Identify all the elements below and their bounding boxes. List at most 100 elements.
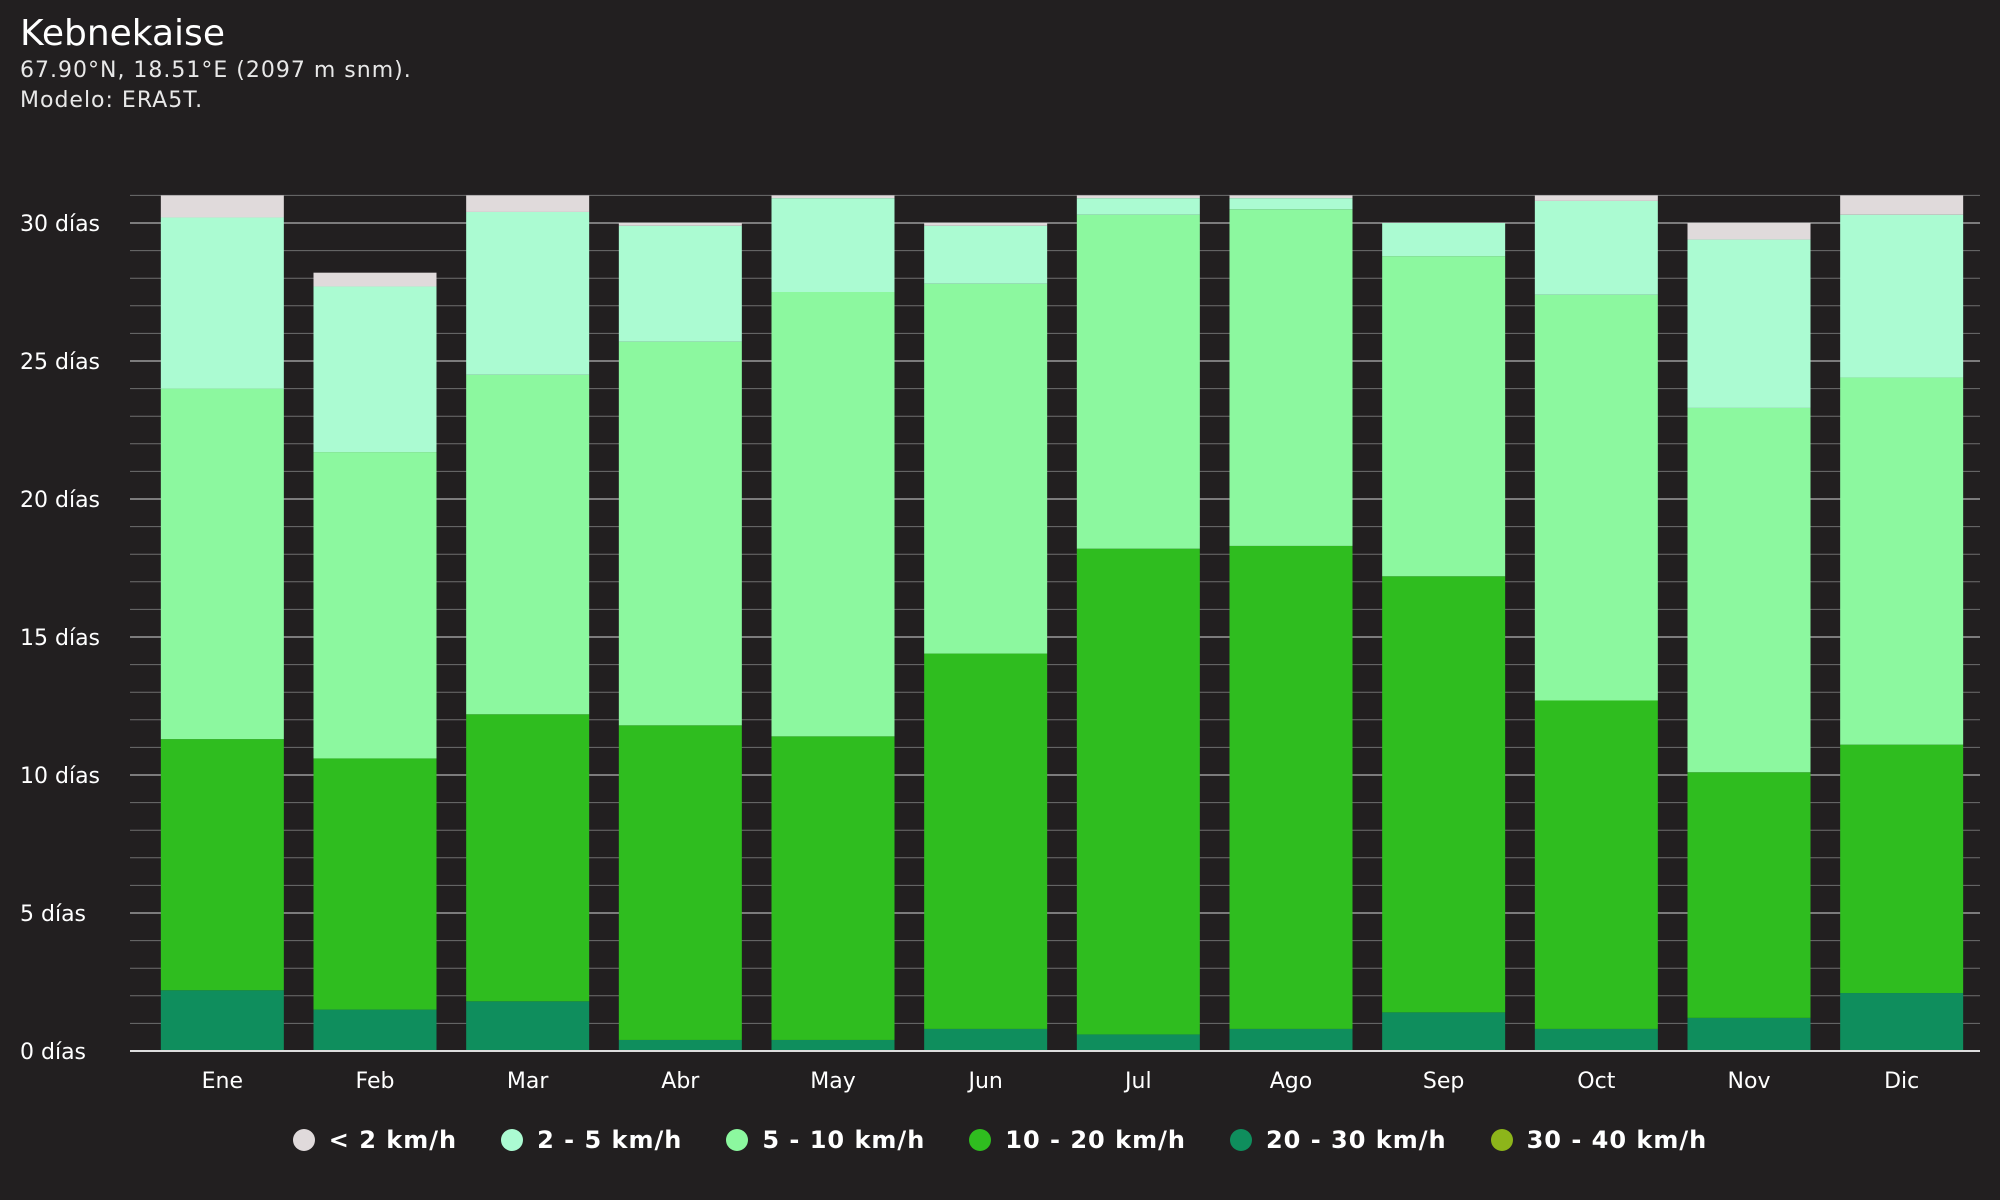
bar-segment [313, 452, 437, 759]
bar-segment [1382, 223, 1506, 257]
bar-segment [466, 195, 590, 212]
bar-segment [924, 223, 1048, 226]
bar-segment [771, 292, 895, 737]
x-tick-label: Sep [1423, 1069, 1464, 1094]
legend-label: 5 - 10 km/h [762, 1126, 926, 1154]
bar-segment [618, 223, 742, 226]
bar-segment [160, 990, 284, 1051]
chart-header: Kebnekaise 67.90°N, 18.51°E (2097 m snm)… [20, 12, 412, 116]
bar-segment [1229, 209, 1353, 546]
bar-segment [1076, 1034, 1200, 1051]
x-tick-label: Nov [1728, 1069, 1771, 1094]
y-tick-label: 30 días [20, 212, 100, 237]
legend-swatch [969, 1129, 992, 1151]
bar-segment [1840, 744, 1964, 994]
legend-swatch [1490, 1129, 1513, 1151]
y-tick-label: 20 días [20, 488, 100, 513]
legend-item[interactable]: 5 - 10 km/h [726, 1126, 925, 1154]
bar-segment [313, 272, 437, 287]
bar-segment [1076, 195, 1200, 199]
bar-segment [466, 714, 590, 1002]
legend-item[interactable]: 2 - 5 km/h [501, 1126, 682, 1154]
bar-segment [160, 388, 284, 740]
bar-segment [1229, 195, 1353, 199]
y-tick-label: 5 días [20, 902, 86, 927]
legend-swatch [501, 1129, 524, 1151]
bar-segment [1687, 772, 1811, 1018]
bar-segment [924, 1028, 1048, 1051]
x-tick-label: Ene [202, 1069, 243, 1094]
legend-item[interactable]: < 2 km/h [292, 1126, 458, 1154]
x-tick-label: May [810, 1069, 855, 1094]
bar-segment [1534, 200, 1658, 295]
bar-segment [1687, 1017, 1811, 1051]
x-tick-label: Oct [1577, 1069, 1615, 1094]
bar-segment [618, 725, 742, 1040]
bar-segment [160, 739, 284, 991]
bar-segment [466, 1001, 590, 1051]
bar-segment [1840, 377, 1964, 745]
bar-segment [1534, 294, 1658, 701]
legend-label: < 2 km/h [328, 1126, 458, 1154]
chart-title: Kebnekaise [20, 13, 225, 54]
bar-segment [313, 1009, 437, 1051]
bar-segment [618, 341, 742, 726]
bar-segment [1229, 545, 1353, 1029]
bar-segment [466, 374, 590, 715]
bar-segment [1382, 576, 1506, 1013]
legend-swatch [292, 1129, 315, 1151]
bar-segment [1382, 1012, 1506, 1051]
bar-segment [1076, 198, 1200, 215]
bar-segment [160, 217, 284, 389]
bar-segment [1229, 198, 1353, 210]
bar-segment [1840, 195, 1964, 215]
legend-label: 2 - 5 km/h [537, 1126, 683, 1154]
x-tick-label: Jul [1123, 1069, 1152, 1094]
bar-segment [771, 195, 895, 199]
bar-segment [924, 653, 1048, 1029]
bar-segment [1076, 214, 1200, 549]
legend-label: 30 - 40 km/h [1526, 1126, 1708, 1154]
bar-segment [924, 225, 1048, 284]
bar-segment [1840, 214, 1964, 378]
legend-label: 20 - 30 km/h [1265, 1126, 1447, 1154]
legend-label: 10 - 20 km/h [1005, 1126, 1186, 1154]
y-tick-label: 0 días [20, 1040, 86, 1065]
bar-segment [1076, 548, 1200, 1035]
x-tick-label: Abr [661, 1069, 700, 1094]
legend-swatch [726, 1129, 749, 1151]
x-tick-label: Jun [966, 1069, 1002, 1094]
bar-segment [771, 198, 895, 292]
bar-segment [771, 736, 895, 1040]
x-tick-label: Ago [1270, 1069, 1312, 1094]
bar-segment [618, 225, 742, 342]
y-tick-label: 25 días [20, 350, 100, 375]
legend-item[interactable]: 10 - 20 km/h [969, 1126, 1186, 1154]
x-tick-label: Dic [1884, 1069, 1919, 1094]
bar-segment [313, 758, 437, 1010]
bar-segment [1840, 993, 1964, 1051]
bar-segment [1534, 700, 1658, 1029]
bar-segment [313, 286, 437, 453]
y-tick-label: 10 días [20, 764, 100, 789]
x-tick-label: Feb [356, 1069, 395, 1094]
bar-segment [924, 283, 1048, 654]
y-tick-label: 15 días [20, 626, 100, 651]
location-text: 67.90°N, 18.51°E (2097 m snm). [20, 58, 412, 83]
model-text: Modelo: ERA5T. [20, 88, 204, 113]
legend-swatch [1229, 1129, 1252, 1151]
bar-segment [1382, 256, 1506, 577]
bar-segment [466, 211, 590, 375]
bar-segment [1534, 1028, 1658, 1051]
legend-item[interactable]: 20 - 30 km/h [1229, 1126, 1447, 1154]
bar-segment [1687, 239, 1811, 408]
x-tick-label: Mar [507, 1069, 549, 1094]
bar-segment [1229, 1028, 1353, 1051]
bar-segment [618, 1039, 742, 1051]
bar-segment [1687, 407, 1811, 773]
legend-item[interactable]: 30 - 40 km/h [1490, 1126, 1708, 1154]
bar-segment [771, 1039, 895, 1051]
bar-segment [1534, 195, 1658, 201]
bar-segment [1687, 223, 1811, 240]
